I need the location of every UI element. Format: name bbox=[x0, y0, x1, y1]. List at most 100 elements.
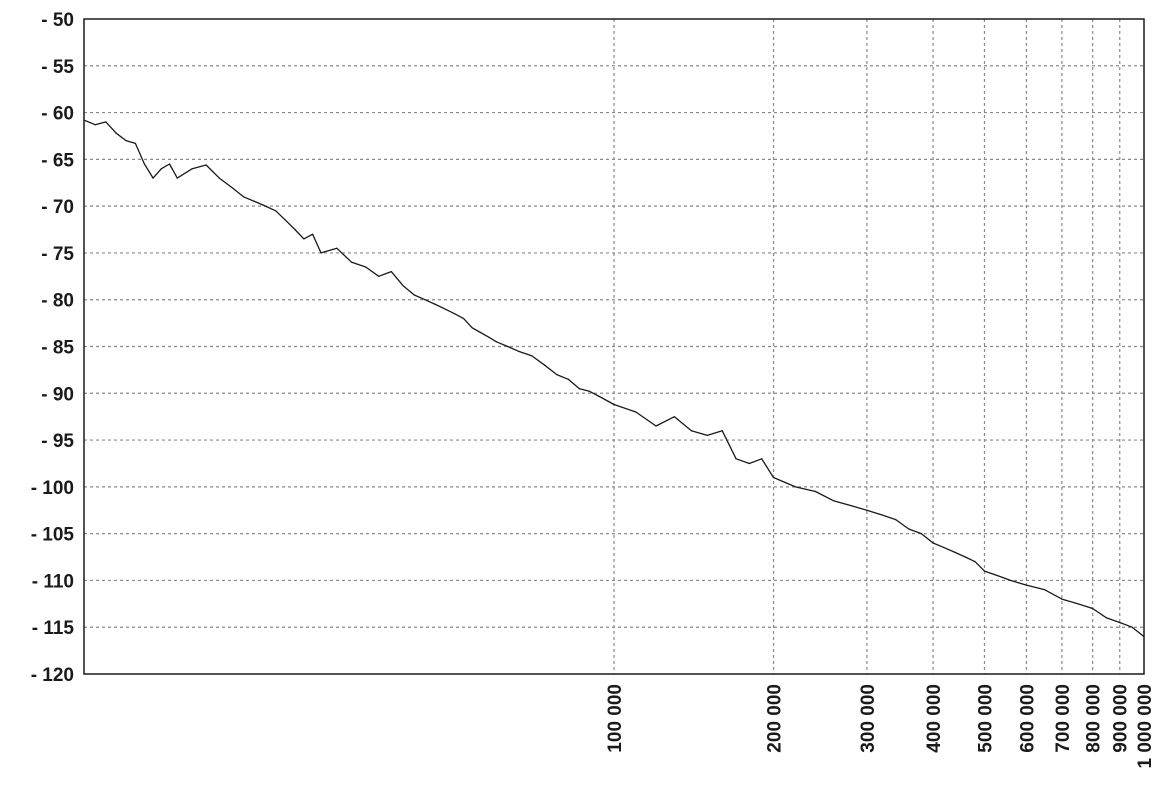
data-point bbox=[655, 425, 657, 427]
data-point bbox=[444, 308, 446, 310]
data-point bbox=[390, 271, 392, 273]
data-point bbox=[424, 299, 426, 301]
data-point bbox=[434, 303, 436, 305]
data-point bbox=[706, 434, 708, 436]
x-tick-label: 1 000 000 bbox=[1135, 684, 1154, 769]
data-point bbox=[471, 327, 473, 329]
data-point bbox=[833, 500, 835, 502]
x-tick-label: 800 000 bbox=[1084, 684, 1105, 753]
y-tick-label: - 85 bbox=[41, 338, 74, 359]
data-point bbox=[556, 373, 558, 376]
data-point bbox=[1025, 584, 1028, 586]
data-point bbox=[152, 177, 154, 179]
data-point bbox=[105, 121, 107, 123]
y-tick-label: - 115 bbox=[32, 618, 75, 639]
y-tick-label: - 50 bbox=[41, 10, 74, 31]
y-axis-ticks: - 50 - 55 - 60 - 65 - 70 - 75 - 80 - 85 - 90 - 95… bbox=[31, 10, 75, 686]
data-point bbox=[690, 430, 693, 432]
data-point bbox=[943, 547, 945, 549]
data-point bbox=[378, 275, 380, 277]
data-point bbox=[1044, 589, 1046, 591]
data-point bbox=[303, 238, 305, 240]
y-tick-label: - 100 bbox=[31, 478, 74, 499]
y-tick-label: - 55 bbox=[41, 57, 74, 78]
data-point bbox=[462, 317, 465, 320]
data-point bbox=[517, 350, 519, 352]
data-point bbox=[94, 124, 96, 126]
data-point bbox=[895, 519, 897, 521]
data-point bbox=[544, 364, 546, 366]
y-tick-label: - 70 bbox=[41, 197, 74, 218]
data-point bbox=[134, 142, 136, 145]
data-point bbox=[495, 341, 498, 343]
data-point bbox=[242, 196, 245, 198]
x-tick-label: 600 000 bbox=[1017, 684, 1038, 753]
data-point bbox=[413, 294, 415, 296]
data-point bbox=[488, 336, 490, 338]
x-tick-label: 100 000 bbox=[605, 684, 626, 753]
data-point bbox=[160, 168, 163, 170]
data-point bbox=[312, 233, 314, 235]
data-point bbox=[218, 177, 220, 179]
y-tick-label: - 110 bbox=[32, 571, 74, 592]
data-point bbox=[1131, 626, 1133, 628]
data-point bbox=[351, 261, 353, 263]
data-point bbox=[613, 403, 615, 406]
y-tick-label: - 75 bbox=[41, 244, 74, 265]
y-tick-label: - 80 bbox=[41, 291, 74, 312]
data-point bbox=[772, 476, 775, 479]
data-point bbox=[997, 575, 999, 577]
data-point bbox=[275, 210, 277, 212]
data-point bbox=[814, 490, 817, 493]
data-point bbox=[402, 285, 404, 287]
data-point bbox=[531, 355, 533, 357]
data-point bbox=[983, 570, 986, 572]
data-point bbox=[589, 390, 591, 393]
data-point bbox=[735, 458, 737, 460]
data-point bbox=[1119, 621, 1121, 624]
y-tick-label: - 95 bbox=[41, 431, 74, 452]
data-point bbox=[920, 533, 922, 535]
data-point bbox=[205, 164, 207, 166]
data-point bbox=[964, 556, 966, 558]
data-point bbox=[881, 514, 883, 516]
data-point bbox=[1105, 617, 1108, 619]
data-point bbox=[748, 462, 750, 465]
data-point bbox=[284, 219, 287, 221]
data-point bbox=[507, 345, 509, 348]
data-point bbox=[176, 177, 178, 179]
data-point bbox=[932, 542, 934, 544]
x-tick-label: 300 000 bbox=[858, 684, 879, 753]
data-point bbox=[336, 247, 338, 249]
data-point bbox=[294, 228, 296, 231]
data-point bbox=[1077, 603, 1079, 605]
data-point bbox=[254, 200, 256, 203]
data-point bbox=[954, 551, 956, 553]
y-tick-label: - 105 bbox=[31, 525, 75, 546]
y-tick-label: - 65 bbox=[41, 150, 74, 171]
data-point bbox=[320, 252, 322, 254]
x-tick-label: 500 000 bbox=[975, 684, 996, 753]
x-tick-label: 900 000 bbox=[1111, 684, 1132, 753]
data-point bbox=[794, 486, 797, 488]
data-point bbox=[908, 528, 910, 530]
data-point bbox=[125, 140, 127, 142]
data-point bbox=[168, 163, 171, 165]
data-point bbox=[567, 378, 569, 380]
grid bbox=[84, 19, 1144, 674]
y-tick-label: - 60 bbox=[41, 104, 74, 125]
x-tick-label: 700 000 bbox=[1053, 684, 1074, 753]
data-point bbox=[866, 509, 868, 511]
series-line bbox=[83, 119, 1145, 638]
x-tick-label: 400 000 bbox=[924, 684, 945, 753]
data-point bbox=[850, 504, 852, 507]
data-point bbox=[635, 411, 637, 413]
data-point bbox=[365, 266, 367, 268]
data-point bbox=[231, 186, 233, 189]
data-point bbox=[974, 561, 976, 563]
data-point bbox=[143, 163, 145, 165]
data-point bbox=[1092, 607, 1094, 610]
data-point bbox=[721, 430, 723, 432]
data-point bbox=[1061, 598, 1063, 600]
